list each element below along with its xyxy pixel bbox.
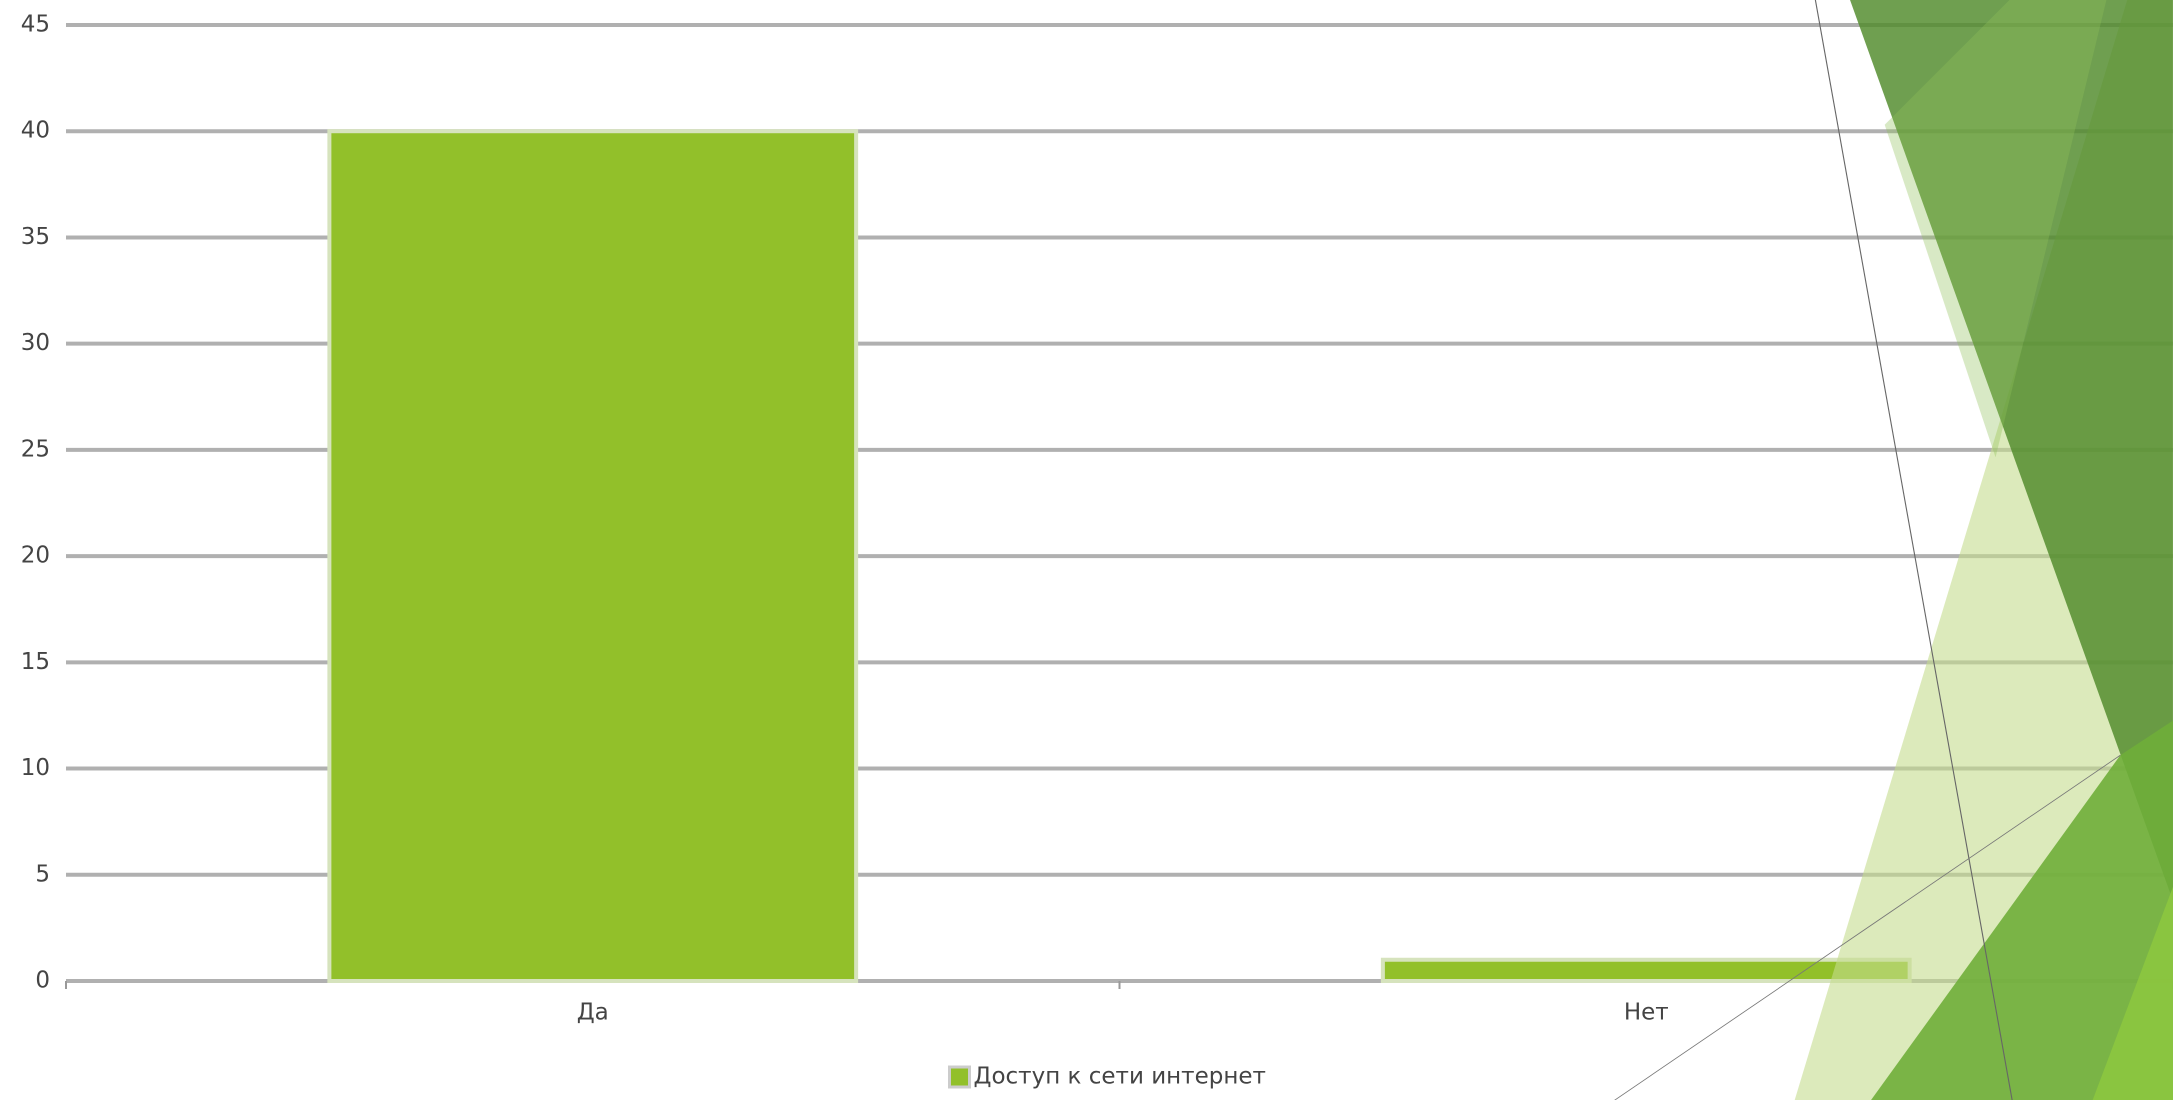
y-tick-label: 45 <box>21 12 50 38</box>
y-tick-label: 40 <box>21 118 50 144</box>
y-tick-label: 15 <box>21 649 50 675</box>
deco-triangle <box>1884 0 2107 458</box>
decoration <box>1614 0 2173 1100</box>
bar <box>327 129 859 983</box>
y-tick-label: 5 <box>35 861 50 887</box>
bar <box>1380 957 1912 983</box>
deco-line <box>1814 0 2013 1100</box>
deco-line <box>1614 754 2121 1100</box>
y-tick-label: 0 <box>35 968 50 994</box>
y-tick-label: 35 <box>21 224 50 250</box>
deco-triangle <box>2092 886 2173 1100</box>
y-tick-label: 25 <box>21 436 50 462</box>
x-tick-label: Да <box>577 1000 609 1026</box>
x-tick-label: Нет <box>1624 1000 1669 1026</box>
plot-area: 0 5 10 15 20 25 30 35 40 45 Да Нет Доступ к сети инт… <box>21 12 2173 1090</box>
deco-triangle <box>1871 720 2173 1100</box>
legend-label: Доступ к сети интернет <box>974 1064 1266 1090</box>
legend-swatch <box>948 1065 971 1089</box>
y-tick-label: 30 <box>21 330 50 356</box>
y-tick-label: 10 <box>21 755 50 781</box>
y-tick-label: 20 <box>21 543 50 569</box>
